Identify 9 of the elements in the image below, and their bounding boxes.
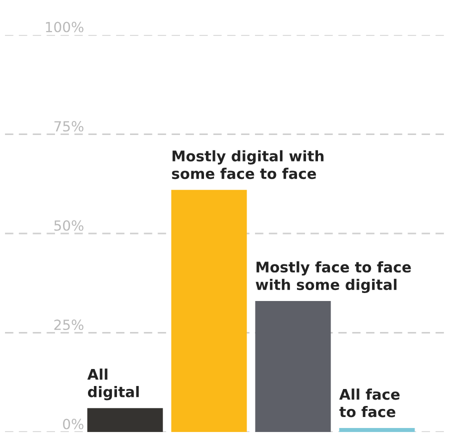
y-tick-label: 50% [54, 220, 84, 231]
x-tick-label: Mostly face to face with some digital [256, 261, 411, 294]
y-tick-label: 25% [54, 320, 84, 330]
y-tick-label: 100% [46, 22, 84, 32]
x-tick-label: All face to face [339, 388, 400, 418]
x-tick-label: Mostly digital with some face to face [172, 150, 324, 180]
y-tick-label: 0% [63, 418, 84, 430]
x-tick-label: All digital [87, 368, 139, 400]
y-tick-label: 75% [54, 121, 84, 132]
